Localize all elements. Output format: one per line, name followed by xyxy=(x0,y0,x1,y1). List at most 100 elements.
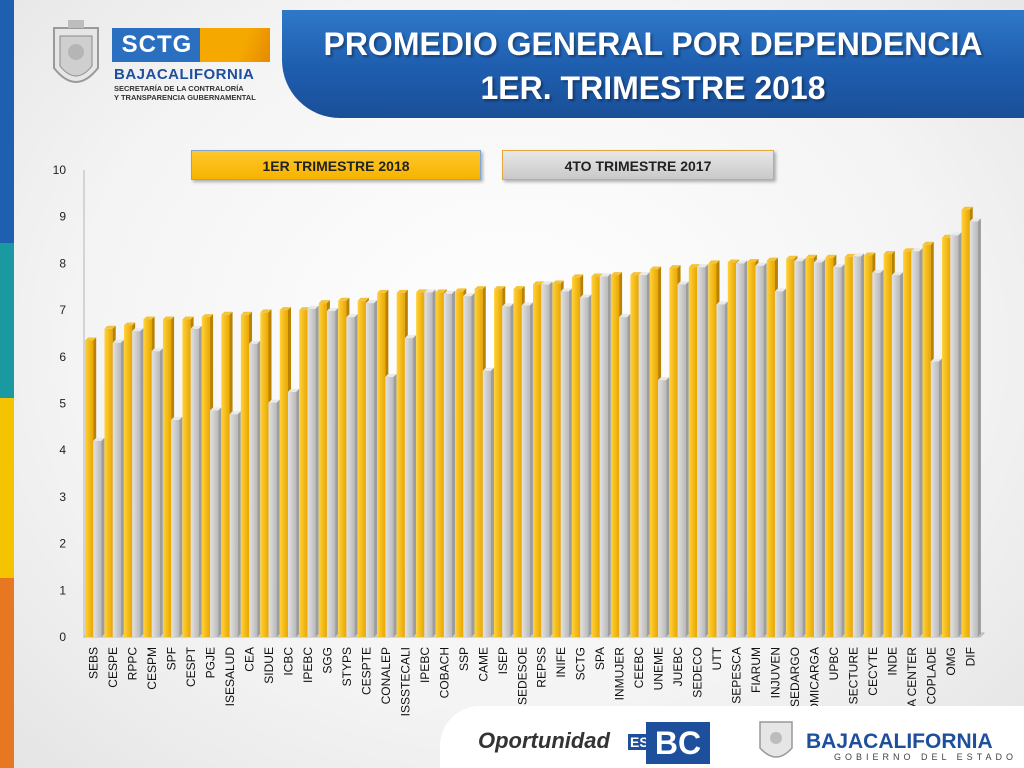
y-tick-label-7: 7 xyxy=(59,303,66,317)
title-line-2: 1ER. TRIMESTRE 2018 xyxy=(480,70,826,106)
bar-2018-13 xyxy=(338,300,347,637)
bar-2017-27 xyxy=(619,317,628,637)
bar-2018-30-top xyxy=(669,265,681,269)
bar-2018-33-top xyxy=(727,259,739,263)
x-tick-label-43: COPLADE xyxy=(924,647,938,704)
bar-2017-8-top xyxy=(249,340,261,344)
bar-2018-34 xyxy=(747,261,756,637)
bar-2018-6 xyxy=(201,317,211,637)
bar-2017-20 xyxy=(482,370,491,637)
bar-2018-3 xyxy=(143,319,152,637)
bar-2018-17 xyxy=(416,292,425,637)
y-tick-label-1: 1 xyxy=(59,583,66,597)
bar-2017-38-side xyxy=(841,264,845,637)
x-tick-label-38: UPBC xyxy=(827,647,841,681)
bar-2018-22-top xyxy=(513,286,525,290)
x-tick-label-39: SECTURE xyxy=(846,647,860,704)
bar-2018-41-top xyxy=(883,251,895,255)
bar-2017-1 xyxy=(112,342,121,637)
x-tick-label-10: ICBC xyxy=(282,647,296,676)
bar-2018-37 xyxy=(805,257,814,637)
bar-2017-35 xyxy=(774,291,784,637)
x-tick-label-45: DIF xyxy=(963,647,977,666)
x-tick-label-8: CEA xyxy=(243,647,257,672)
bar-2017-8-side xyxy=(257,340,261,637)
bar-2017-2-side xyxy=(140,328,144,637)
bar-2017-43-top xyxy=(930,358,942,362)
bar-2017-40-side xyxy=(880,269,884,637)
side-stripe-blue xyxy=(0,0,14,243)
bar-2017-33-top xyxy=(735,260,748,264)
x-tick-label-3: CESPM xyxy=(145,647,159,690)
bar-2017-20-side xyxy=(490,367,494,637)
bar-2018-35 xyxy=(766,260,775,637)
bar-2018-26-top xyxy=(591,273,603,277)
bar-2018-10-top xyxy=(279,307,291,311)
x-tick-label-15: CONALEP xyxy=(379,647,393,704)
bar-2018-32 xyxy=(708,263,717,637)
x-tick-label-11: IPEBC xyxy=(301,647,315,683)
logo-subtitle-line-1: SECRETARÍA DE LA CONTRALORÍA xyxy=(114,84,244,93)
bar-2018-9-top xyxy=(260,309,272,313)
bar-2018-37-top xyxy=(805,254,817,258)
bar-2018-45 xyxy=(961,209,970,637)
bar-2017-32 xyxy=(716,304,725,637)
bar-2018-12 xyxy=(318,303,327,637)
x-tick-label-16: ISSSTECALI xyxy=(398,647,412,716)
bar-2017-44-side xyxy=(958,232,962,637)
bar-2017-7 xyxy=(229,414,238,637)
bar-2017-45-side xyxy=(977,218,981,637)
x-tick-label-14: CESPTE xyxy=(359,647,373,695)
bar-2017-15-top xyxy=(385,373,397,377)
bar-2017-20-top xyxy=(482,367,494,371)
x-tick-label-19: SSP xyxy=(457,647,471,671)
bar-2017-31-side xyxy=(705,264,709,637)
bar-2017-6 xyxy=(210,410,219,637)
bar-2017-43-side xyxy=(938,358,942,637)
bar-2017-3-top xyxy=(151,348,163,352)
x-tick-label-24: INIFE xyxy=(554,647,568,678)
logo-state-name: BAJACALIFORNIA xyxy=(114,66,255,83)
x-tick-label-21: ISEP xyxy=(496,647,510,674)
bar-2018-3-top xyxy=(143,316,155,320)
bar-2017-10-side xyxy=(296,388,300,637)
bar-2017-0-side xyxy=(101,437,105,637)
bar-2017-37-top xyxy=(813,259,826,263)
bar-2018-8-top xyxy=(240,311,253,315)
bar-2017-15-side xyxy=(393,373,397,637)
page-title: PROMEDIO GENERAL POR DEPENDENCIA 1ER. TR… xyxy=(282,22,1024,110)
state-crest-icon xyxy=(53,20,99,83)
bar-2017-41-top xyxy=(891,272,904,276)
bar-2017-16 xyxy=(404,338,414,637)
bar-2017-21-side xyxy=(510,303,514,637)
footer-es-label: ES xyxy=(628,734,651,750)
bar-2018-23-top xyxy=(533,281,545,285)
bar-2017-23 xyxy=(541,284,550,637)
bar-2018-10 xyxy=(279,310,288,637)
x-tick-label-20: CAME xyxy=(476,647,490,682)
sctg-logo: SCTG BAJACALIFORNIA SECRETARÍA DE LA CON… xyxy=(48,18,274,102)
bar-2017-12-side xyxy=(335,308,339,637)
bar-2017-28-side xyxy=(646,272,650,637)
bar-2018-11 xyxy=(299,310,308,637)
bar-2017-29 xyxy=(658,380,667,637)
bar-2018-7-top xyxy=(221,311,233,315)
y-tick-label-5: 5 xyxy=(59,397,66,411)
bar-2017-28 xyxy=(638,275,647,637)
bar-2017-18-side xyxy=(452,290,456,637)
side-stripe-orange xyxy=(0,578,14,768)
bar-2017-43 xyxy=(930,361,939,637)
bar-2018-16 xyxy=(396,292,405,637)
bar-2017-27-top xyxy=(619,314,631,318)
footer-panel xyxy=(440,706,1024,768)
bar-2017-4-side xyxy=(179,416,183,637)
bar-2017-13-top xyxy=(346,314,358,318)
y-tick-label-3: 3 xyxy=(59,490,66,504)
bar-2018-31-top xyxy=(688,264,701,268)
bar-2017-36-side xyxy=(802,258,806,637)
bar-2017-2-top xyxy=(132,328,144,332)
bar-2017-39-side xyxy=(861,253,865,637)
x-tick-label-25: SCTG xyxy=(574,647,588,680)
bar-2017-24-side xyxy=(568,288,572,637)
bar-2017-37 xyxy=(813,262,823,637)
